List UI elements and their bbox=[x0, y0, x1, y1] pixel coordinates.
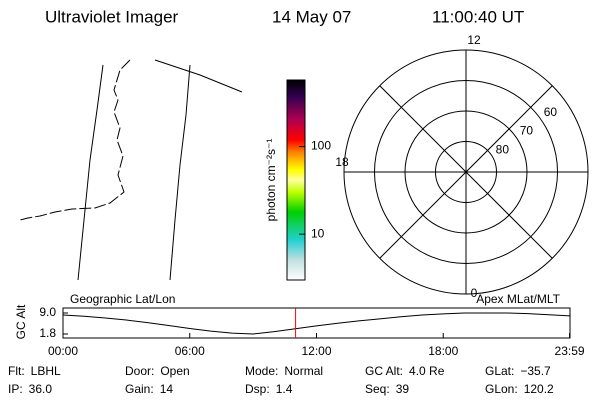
field-label: Gain: bbox=[125, 382, 154, 396]
field-label: Door: bbox=[125, 364, 154, 378]
field-label: IP: bbox=[8, 382, 23, 396]
colorbar-label: photon cm⁻²s⁻¹ bbox=[264, 139, 278, 222]
mlt-label: 0 bbox=[471, 286, 478, 300]
field-value: 120.2 bbox=[524, 382, 554, 396]
colorbar-tick-label: 100 bbox=[311, 139, 331, 153]
x-tick-label: 23:59 bbox=[555, 344, 585, 358]
field-value: 1.4 bbox=[276, 382, 293, 396]
annotation: Geographic Lat/Lon bbox=[70, 292, 175, 306]
field-value: Open bbox=[160, 364, 189, 378]
field-value: −35.7 bbox=[520, 364, 551, 378]
field-label: GLat: bbox=[485, 364, 514, 378]
mlt-label: 18 bbox=[335, 155, 349, 169]
date: 14 May 07 bbox=[272, 7, 351, 26]
annotation: Apex MLat/MLT bbox=[476, 292, 560, 306]
status-fields: Flt: LBHL Door: Open Mode: Normal GC Alt: 4.0 R… bbox=[8, 364, 554, 396]
field-value: 4.0 Re bbox=[409, 364, 445, 378]
field-label: Mode: bbox=[245, 364, 278, 378]
altitude-line bbox=[62, 312, 570, 335]
field-value: LBHL bbox=[31, 364, 61, 378]
y-tick-label: 9.0 bbox=[39, 305, 56, 319]
y-tick-label: 1.8 bbox=[39, 326, 56, 340]
field-label: Seq: bbox=[365, 382, 390, 396]
field-label: GC Alt: bbox=[365, 364, 403, 378]
field-value: Normal bbox=[284, 364, 323, 378]
polar-plot: 807060121860 bbox=[335, 33, 589, 300]
mlt-label: 12 bbox=[467, 33, 481, 47]
field-value: 36.0 bbox=[29, 382, 53, 396]
x-tick-label: 18:00 bbox=[428, 344, 458, 358]
field-value: 14 bbox=[160, 382, 174, 396]
x-tick-label: 00:00 bbox=[48, 344, 78, 358]
altitude-plot: GC Alt Geographic Lat/Lon Apex MLat/MLT 9.0… bbox=[14, 292, 585, 358]
lat-label: 60 bbox=[544, 105, 558, 119]
field-label: Flt: bbox=[8, 364, 25, 378]
time: 11:00:40 UT bbox=[432, 7, 524, 26]
colorbar bbox=[286, 79, 306, 281]
map-lines bbox=[19, 59, 243, 281]
lat-label: 80 bbox=[496, 142, 510, 156]
lat-label: 70 bbox=[520, 124, 534, 138]
title: Ultraviolet Imager bbox=[45, 7, 179, 26]
colorbar-tick-label: 10 bbox=[311, 226, 325, 240]
field-label: Dsp: bbox=[245, 382, 270, 396]
x-tick-label: 06:00 bbox=[175, 344, 205, 358]
x-tick-label: 12:00 bbox=[301, 344, 331, 358]
y-axis-label: GC Alt bbox=[14, 304, 28, 339]
field-label: GLon: bbox=[485, 382, 518, 396]
field-value: 39 bbox=[396, 382, 410, 396]
